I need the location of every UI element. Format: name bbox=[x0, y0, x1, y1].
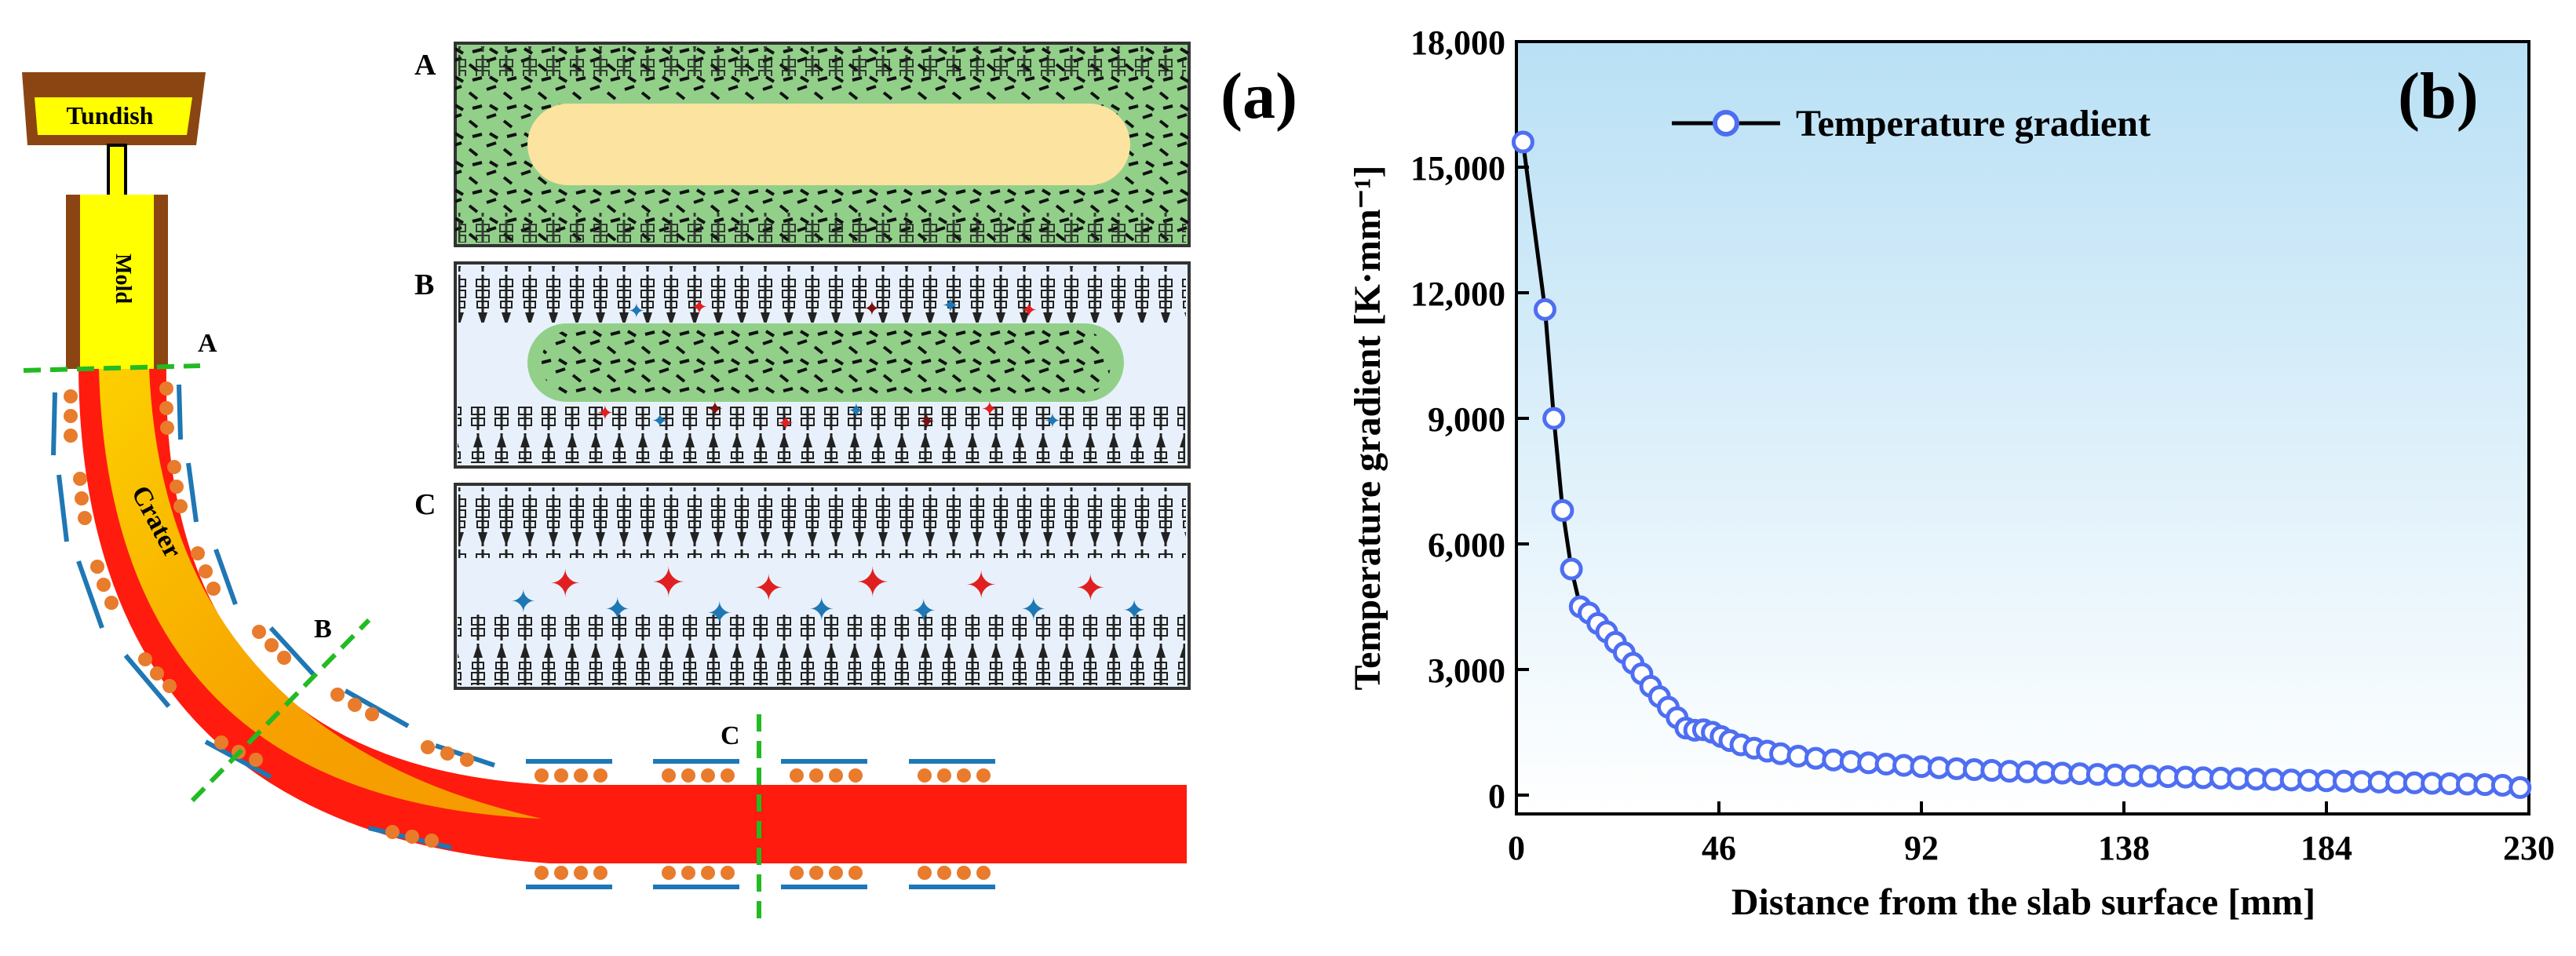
inset-a-label: A bbox=[414, 49, 436, 82]
x-tick-label: 92 bbox=[1904, 829, 1939, 867]
legend-label: Temperature gradient bbox=[1796, 103, 2151, 144]
svg-text:✦: ✦ bbox=[706, 398, 724, 421]
mold-steel bbox=[80, 195, 154, 369]
data-point bbox=[1560, 557, 1583, 581]
cut-line-a bbox=[23, 363, 201, 373]
svg-text:✦: ✦ bbox=[1020, 592, 1047, 627]
section-label-a: A bbox=[198, 329, 217, 358]
x-tick-label: 0 bbox=[1508, 829, 1525, 867]
y-tick-label: 12,000 bbox=[1410, 275, 1505, 313]
inset-b-label: B bbox=[414, 268, 434, 301]
svg-text:✦: ✦ bbox=[918, 410, 936, 433]
x-axis-label: Distance from the slab surface [mm] bbox=[1731, 881, 2315, 923]
section-label-b: B bbox=[314, 615, 332, 644]
crater bbox=[99, 369, 542, 819]
svg-text:✦: ✦ bbox=[856, 561, 890, 606]
svg-text:✦: ✦ bbox=[753, 568, 784, 608]
svg-text:✦: ✦ bbox=[706, 596, 733, 631]
svg-text:✦: ✦ bbox=[628, 300, 645, 323]
series-temperature-gradient bbox=[1511, 130, 2532, 799]
tundish-steel bbox=[35, 97, 192, 135]
data-point bbox=[1542, 407, 1566, 430]
tundish-label: Tundish bbox=[67, 101, 154, 130]
svg-text:✦: ✦ bbox=[597, 402, 614, 425]
svg-text:✦: ✦ bbox=[777, 412, 794, 435]
y-axis-ticks: 0 3,000 6,000 9,000 12,000 15,000 18,000 bbox=[1410, 24, 1529, 816]
svg-text:✦: ✦ bbox=[549, 564, 581, 605]
data-point bbox=[1533, 297, 1556, 321]
svg-text:✦: ✦ bbox=[942, 294, 959, 317]
inset-b-bottom-dendrites bbox=[458, 407, 1185, 463]
inset-b-crystals: ✦ ✦ ✦ ✦ ✦ ✦ ✦ ✦ ✦ ✦ ✦ ✦ ✦ bbox=[597, 294, 1061, 435]
section-label-c: C bbox=[721, 721, 740, 750]
svg-text:✦: ✦ bbox=[1122, 595, 1146, 626]
x-axis-ticks: 0 46 92 138 184 230 bbox=[1508, 801, 2555, 867]
panel-b-label: (b) bbox=[2398, 60, 2479, 133]
svg-text:✦: ✦ bbox=[848, 400, 865, 422]
inset-c-equiaxed-crystals: ✦ ✦ ✦ ✦ ✦ ✦ ✦ ✦ ✦ ✦ ✦ ✦ ✦ bbox=[510, 561, 1146, 631]
svg-text:✦: ✦ bbox=[691, 296, 708, 319]
panel-a-label: (a) bbox=[1220, 60, 1297, 133]
svg-text:✦: ✦ bbox=[1020, 299, 1038, 322]
y-tick-label: 15,000 bbox=[1410, 149, 1505, 188]
mold-label: Mold bbox=[111, 254, 135, 304]
data-point bbox=[1511, 130, 1534, 154]
x-tick-label: 184 bbox=[2301, 829, 2352, 867]
data-point bbox=[1551, 498, 1574, 522]
inset-c-label: C bbox=[414, 488, 436, 521]
svg-text:✦: ✦ bbox=[863, 297, 881, 320]
plot-area bbox=[1515, 40, 2530, 816]
svg-text:✦: ✦ bbox=[965, 565, 997, 607]
caster-schematic: Tundish Mold Crater bbox=[22, 72, 1187, 926]
svg-text:✦: ✦ bbox=[981, 398, 998, 421]
y-tick-label: 18,000 bbox=[1410, 24, 1505, 62]
y-tick-label: 9,000 bbox=[1428, 400, 1505, 439]
inset-c-top-dendrites bbox=[458, 487, 1186, 558]
svg-text:✦: ✦ bbox=[604, 592, 631, 627]
inner-support-rolls bbox=[159, 381, 495, 768]
x-tick-label: 46 bbox=[1702, 829, 1736, 867]
svg-text:✦: ✦ bbox=[1075, 568, 1106, 608]
inset-c-bottom-dendrites bbox=[458, 615, 1185, 685]
svg-text:✦: ✦ bbox=[510, 584, 537, 619]
y-tick-label: 3,000 bbox=[1428, 651, 1505, 690]
strand-shell bbox=[78, 369, 1187, 863]
chart-panel-b: 0 3,000 6,000 9,000 12,000 15,000 18,000 0 46 92… bbox=[1347, 24, 2555, 923]
y-tick-label: 6,000 bbox=[1428, 526, 1505, 564]
data-point bbox=[2508, 775, 2532, 799]
horizontal-support-rolls bbox=[526, 759, 995, 889]
inset-a-bottom-dendrites bbox=[458, 213, 1186, 243]
legend-marker bbox=[1713, 110, 1739, 137]
inset-a-liquid-core bbox=[527, 104, 1130, 185]
svg-text:✦: ✦ bbox=[651, 410, 669, 432]
svg-text:✦: ✦ bbox=[1044, 410, 1061, 432]
svg-text:✦: ✦ bbox=[651, 561, 686, 606]
svg-text:✦: ✦ bbox=[808, 592, 835, 627]
inset-b-top-dendrites bbox=[458, 266, 1186, 323]
x-tick-label: 138 bbox=[2098, 829, 2150, 867]
inset-a: A bbox=[414, 42, 1191, 247]
cut-line-b bbox=[190, 618, 371, 803]
legend: Temperature gradient bbox=[1672, 103, 2151, 144]
inset-b-core-grains bbox=[542, 330, 1111, 396]
y-tick-label: 0 bbox=[1488, 777, 1505, 816]
inset-c: C ✦ ✦ ✦ ✦ ✦ ✦ ✦ ✦ ✦ ✦ ✦ ✦ ✦ bbox=[414, 483, 1191, 690]
inset-a-top-dendrites bbox=[458, 46, 1186, 76]
y-axis-label: Temperature gradient [K·mm⁻¹] bbox=[1347, 166, 1388, 691]
x-tick-label: 230 bbox=[2503, 829, 2555, 867]
svg-text:✦: ✦ bbox=[910, 593, 937, 629]
inset-b: B ✦ ✦ ✦ ✦ ✦ ✦ ✦ ✦ ✦ ✦ ✦ ✦ ✦ bbox=[414, 261, 1191, 469]
